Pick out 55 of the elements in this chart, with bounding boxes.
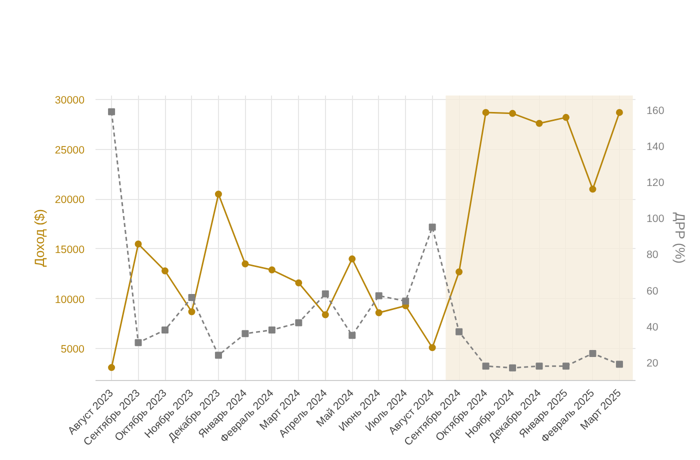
point bbox=[482, 108, 490, 116]
point bbox=[375, 292, 382, 300]
point bbox=[295, 279, 302, 286]
point bbox=[456, 268, 463, 276]
y2-tick-label: 40 bbox=[646, 321, 658, 334]
point bbox=[188, 294, 196, 302]
y-tick-label: 5000 bbox=[60, 344, 85, 356]
y2-tick-label: 140 bbox=[646, 141, 664, 154]
point bbox=[375, 309, 382, 316]
point bbox=[108, 364, 116, 372]
point bbox=[428, 224, 436, 231]
y-tick-label: 10000 bbox=[54, 294, 85, 306]
point bbox=[428, 344, 436, 352]
point bbox=[268, 326, 276, 334]
y2-tick-label: 60 bbox=[646, 285, 658, 298]
y2-axis-title: ДРР (%) bbox=[672, 212, 688, 264]
y2-tick-label: 100 bbox=[646, 213, 664, 226]
point bbox=[348, 255, 356, 262]
point bbox=[162, 326, 169, 334]
point bbox=[536, 120, 543, 127]
point bbox=[322, 311, 329, 318]
point bbox=[134, 339, 142, 346]
point bbox=[589, 350, 596, 357]
y-tick-label: 15000 bbox=[54, 244, 85, 256]
point bbox=[562, 114, 570, 121]
y-axis-title: Доход ($) bbox=[32, 209, 47, 267]
point bbox=[214, 190, 222, 198]
y2-tick-label: 160 bbox=[646, 104, 664, 117]
point bbox=[509, 364, 516, 372]
point bbox=[188, 308, 196, 316]
point bbox=[616, 108, 623, 116]
point bbox=[562, 362, 570, 370]
point bbox=[214, 352, 222, 359]
point bbox=[268, 266, 276, 274]
point bbox=[242, 330, 249, 338]
point bbox=[456, 328, 463, 336]
point bbox=[322, 290, 329, 298]
y2-tick-label: 80 bbox=[646, 249, 658, 262]
point bbox=[242, 260, 249, 268]
y2-tick-label: 20 bbox=[646, 357, 658, 370]
point bbox=[162, 267, 169, 274]
point bbox=[482, 362, 490, 370]
point bbox=[509, 110, 516, 117]
point bbox=[134, 240, 142, 248]
y-tick-label: 20000 bbox=[54, 194, 85, 206]
point bbox=[402, 298, 410, 305]
point bbox=[589, 186, 596, 193]
y-tick-label: 25000 bbox=[54, 144, 85, 156]
y-tick-label: 30000 bbox=[54, 94, 85, 106]
point bbox=[295, 319, 302, 326]
point bbox=[536, 362, 543, 370]
point bbox=[348, 332, 356, 339]
y2-tick-label: 120 bbox=[646, 177, 664, 190]
point bbox=[108, 108, 116, 116]
point bbox=[616, 360, 623, 368]
